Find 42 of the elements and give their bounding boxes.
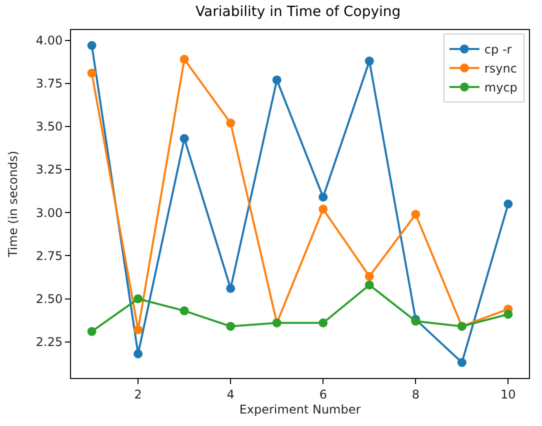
x-tick-label: 8 xyxy=(412,387,420,402)
legend-label: mycp xyxy=(484,80,518,95)
point xyxy=(457,358,466,367)
legend-label: rsync xyxy=(484,62,517,76)
point xyxy=(318,318,328,328)
y-tick-label: 3.75 xyxy=(36,76,63,91)
point xyxy=(364,280,374,290)
point xyxy=(226,284,236,293)
y-tick-label: 3.25 xyxy=(36,162,63,177)
y-tick-label: 3.00 xyxy=(36,206,63,220)
point xyxy=(180,134,189,144)
x-axis-title: Experiment Number xyxy=(239,402,361,416)
point xyxy=(411,210,420,219)
chart-title: Variability in Time of Copying xyxy=(196,4,401,20)
point xyxy=(272,75,282,84)
legend-label: cp -r xyxy=(484,42,512,57)
point xyxy=(134,325,143,334)
x-tick-label: 6 xyxy=(319,387,327,402)
point xyxy=(318,192,328,202)
point xyxy=(134,349,143,358)
point xyxy=(504,200,513,208)
point xyxy=(226,322,236,331)
y-tick-label: 3.50 xyxy=(36,120,63,134)
point xyxy=(180,306,189,316)
point xyxy=(87,68,96,78)
point xyxy=(364,56,374,66)
x-tick-label: 2 xyxy=(134,387,142,402)
point xyxy=(134,294,143,304)
point xyxy=(364,272,374,281)
x-tick-label: 4 xyxy=(226,387,234,402)
x-tick-label: 10 xyxy=(500,387,516,402)
point xyxy=(87,41,96,50)
y-axis-title: Time (in seconds) xyxy=(6,150,20,258)
point xyxy=(226,118,236,128)
y-tick-label: 2.25 xyxy=(36,335,63,350)
point xyxy=(318,204,328,214)
y-tick-label: 2.75 xyxy=(36,248,63,263)
point xyxy=(504,310,513,319)
point xyxy=(180,54,189,64)
point xyxy=(87,326,96,336)
y-tick-label: 4.00 xyxy=(36,34,63,48)
y-tick-label: 2.50 xyxy=(36,292,63,306)
